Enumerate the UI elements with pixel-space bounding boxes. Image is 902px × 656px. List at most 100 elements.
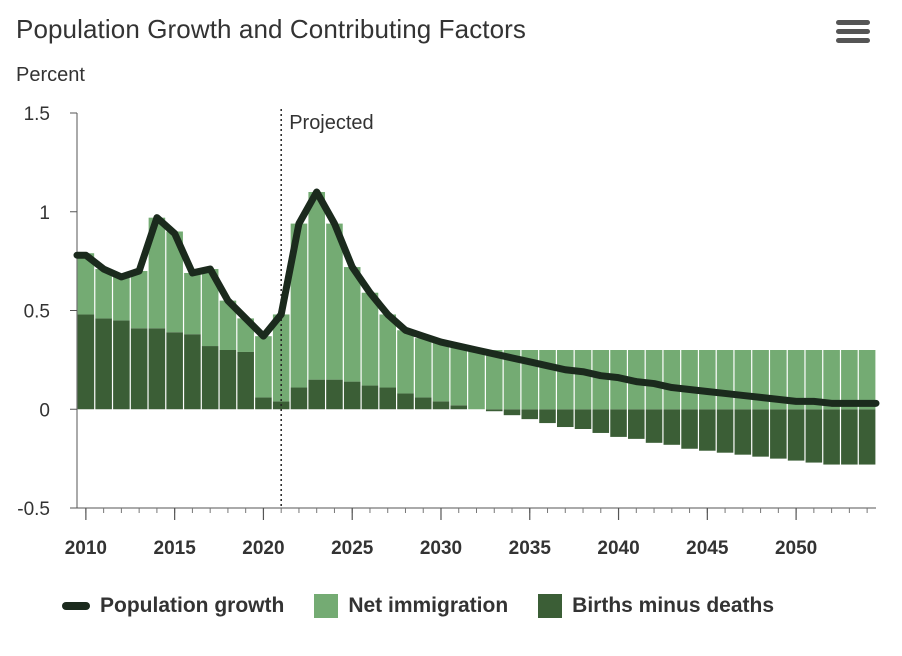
- bar-births-minus-deaths: [130, 328, 148, 410]
- bar-births-minus-deaths: [574, 409, 592, 429]
- legend-label-births-minus-deaths: Births minus deaths: [572, 594, 775, 617]
- bar-net-immigration: [485, 350, 503, 410]
- chart-title: Population Growth and Contributing Facto…: [16, 14, 527, 44]
- bar-net-immigration: [272, 314, 290, 402]
- legend: Population growth Net immigration Births…: [62, 594, 804, 618]
- projected-annotation: Projected: [289, 112, 374, 134]
- bar-births-minus-deaths: [841, 409, 858, 465]
- x-tick-label: 2035: [509, 538, 552, 559]
- x-tick-label: 2045: [686, 538, 729, 559]
- bar-births-minus-deaths: [219, 350, 237, 410]
- bar-net-immigration: [379, 314, 396, 388]
- bar-births-minus-deaths: [414, 397, 432, 410]
- bar-net-immigration: [787, 350, 805, 410]
- x-tick-label: 2030: [420, 538, 462, 559]
- x-tick-label: 2025: [331, 538, 374, 559]
- legend-item-births-minus-deaths[interactable]: Births minus deaths: [538, 594, 774, 618]
- bar-net-immigration: [361, 292, 379, 386]
- bar-births-minus-deaths: [432, 401, 450, 410]
- bar-births-minus-deaths: [397, 393, 414, 410]
- bar-net-immigration: [95, 269, 112, 319]
- x-tick-label: 2050: [775, 538, 817, 559]
- bar-net-immigration: [468, 350, 485, 410]
- bar-net-immigration: [858, 350, 876, 410]
- bar-net-immigration: [557, 350, 574, 410]
- bar-net-immigration: [805, 350, 823, 410]
- bar-net-immigration: [663, 350, 681, 410]
- bar-net-immigration: [716, 350, 734, 410]
- bar-net-immigration: [219, 300, 237, 350]
- bar-net-immigration: [770, 350, 787, 410]
- bar-net-immigration: [397, 330, 414, 394]
- bar-net-immigration: [699, 350, 716, 410]
- bar-births-minus-deaths: [663, 409, 681, 445]
- bar-net-immigration: [77, 253, 95, 315]
- bar-net-immigration: [130, 271, 148, 329]
- bar-net-immigration: [681, 350, 698, 410]
- bar-births-minus-deaths: [699, 409, 716, 451]
- bar-births-minus-deaths: [557, 409, 574, 428]
- menu-line: [836, 20, 870, 25]
- y-tick-label: 1: [39, 203, 50, 224]
- bar-net-immigration: [308, 192, 325, 380]
- bar-net-immigration: [450, 346, 468, 406]
- bar-births-minus-deaths: [485, 409, 503, 412]
- legend-item-population-growth[interactable]: Population growth: [62, 594, 284, 618]
- legend-label-population-growth: Population growth: [100, 594, 285, 617]
- bar-net-immigration: [645, 350, 663, 410]
- bar-net-immigration: [255, 336, 272, 398]
- bar-net-immigration: [166, 231, 183, 333]
- bar-births-minus-deaths: [290, 387, 308, 410]
- bar-births-minus-deaths: [787, 409, 805, 461]
- bar-births-minus-deaths: [770, 409, 787, 459]
- chart-plot: -0.5 0 0.5 1 1.5 2010 2015 2020 2025 2030 2035 2040…: [17, 104, 880, 559]
- bar-net-immigration: [148, 217, 166, 329]
- bar-births-minus-deaths: [237, 351, 254, 410]
- bar-net-immigration: [184, 272, 201, 335]
- bar-net-immigration: [343, 267, 361, 382]
- bar-births-minus-deaths: [592, 409, 610, 433]
- y-tick-label: 1.5: [24, 104, 50, 125]
- bar-net-immigration: [503, 350, 521, 410]
- bar-births-minus-deaths: [734, 409, 752, 455]
- bar-net-immigration: [592, 350, 610, 410]
- x-tick-label: 2015: [154, 538, 197, 559]
- bar-births-minus-deaths: [752, 409, 769, 457]
- x-tick-label: 2020: [242, 538, 284, 559]
- menu-line: [836, 38, 870, 43]
- hamburger-menu-icon[interactable]: [836, 20, 870, 48]
- bar-births-minus-deaths: [503, 409, 521, 416]
- bar-net-immigration: [414, 338, 432, 398]
- bar-births-minus-deaths: [166, 332, 183, 410]
- legend-swatch-net-immigration: [314, 594, 339, 618]
- bar-births-minus-deaths: [95, 318, 112, 410]
- bar-net-immigration: [539, 350, 556, 410]
- bar-net-immigration: [432, 342, 450, 402]
- bar-births-minus-deaths: [361, 385, 379, 410]
- y-tick-label: -0.5: [17, 499, 50, 520]
- bar-births-minus-deaths: [308, 379, 325, 410]
- bar-births-minus-deaths: [681, 409, 698, 449]
- bar-births-minus-deaths: [521, 409, 539, 420]
- bar-births-minus-deaths: [823, 409, 840, 465]
- bar-births-minus-deaths: [450, 405, 468, 410]
- y-tick-label: 0.5: [24, 302, 50, 323]
- bar-births-minus-deaths: [539, 409, 556, 424]
- legend-label-net-immigration: Net immigration: [348, 594, 509, 617]
- x-tick-label: 2040: [597, 538, 639, 559]
- bar-births-minus-deaths: [113, 320, 130, 410]
- bar-births-minus-deaths: [343, 381, 361, 410]
- legend-swatch-births-minus-deaths: [538, 594, 563, 618]
- bar-net-immigration: [823, 350, 840, 410]
- bar-births-minus-deaths: [716, 409, 734, 453]
- bar-births-minus-deaths: [628, 409, 645, 439]
- x-tick-label: 2010: [65, 538, 107, 559]
- bar-net-immigration: [574, 350, 592, 410]
- bar-births-minus-deaths: [148, 328, 166, 410]
- bar-births-minus-deaths: [255, 397, 272, 410]
- menu-line: [836, 29, 870, 34]
- legend-swatch-population-growth: [62, 602, 90, 610]
- legend-item-net-immigration[interactable]: Net immigration: [314, 594, 508, 618]
- bar-births-minus-deaths: [201, 346, 219, 410]
- bar-births-minus-deaths: [326, 379, 343, 410]
